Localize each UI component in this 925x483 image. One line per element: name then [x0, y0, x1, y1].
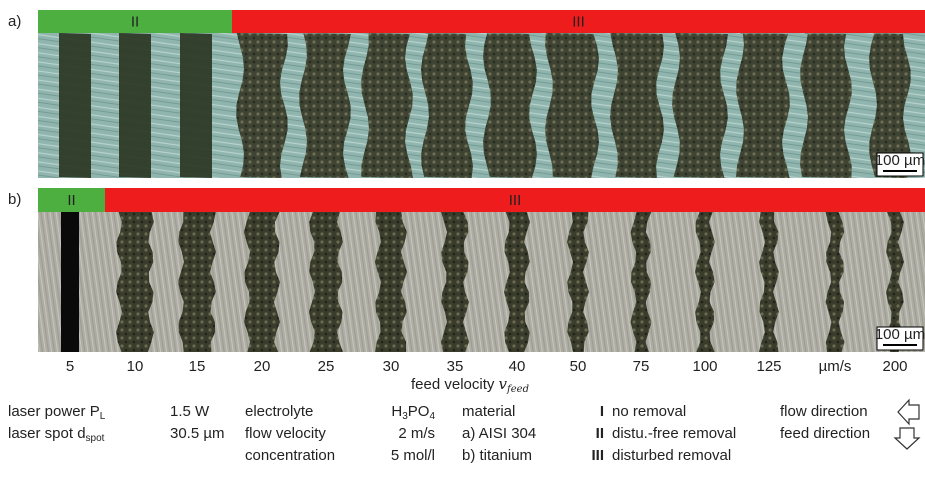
legend-name: electrolyte	[245, 403, 313, 420]
legend-name: laser spot dspot	[8, 425, 105, 444]
legend-material: material	[462, 403, 515, 420]
track	[441, 212, 469, 352]
regime-mark: III	[591, 447, 604, 464]
track	[695, 212, 715, 352]
track	[759, 212, 779, 352]
track	[61, 212, 79, 352]
track	[178, 212, 216, 352]
x-label: µm/s	[819, 358, 852, 375]
track	[375, 212, 407, 352]
legend-value: H3PO4	[391, 403, 435, 422]
micrograph-a	[38, 33, 925, 178]
x-label: 5	[66, 358, 74, 375]
track	[610, 33, 664, 178]
regime-label: II	[131, 13, 139, 30]
track	[869, 33, 911, 178]
text-segment: laser spot d	[8, 425, 86, 442]
text-segment: electrolyte	[245, 403, 313, 420]
x-label: 35	[447, 358, 464, 375]
legend-material: b) titanium	[462, 447, 532, 464]
panel-label: a)	[8, 13, 21, 30]
regime-mark: II	[596, 425, 604, 442]
track	[630, 212, 652, 352]
track	[299, 33, 351, 178]
x-label: 30	[383, 358, 400, 375]
text-segment: L	[100, 411, 106, 422]
x-label: 40	[509, 358, 526, 375]
text-segment: feed	[506, 384, 529, 395]
track	[309, 212, 343, 352]
x-title: feed velocity vfeed	[411, 375, 529, 395]
track	[800, 33, 852, 178]
track	[236, 33, 288, 178]
legend-name: laser power PL	[8, 403, 106, 422]
track	[504, 212, 530, 352]
track	[180, 33, 212, 178]
track	[119, 33, 151, 178]
x-label: 10	[127, 358, 144, 375]
legend-name: flow velocity	[245, 425, 326, 442]
x-label: 125	[756, 358, 781, 375]
regime-label: III	[509, 192, 522, 209]
regime-bar	[232, 10, 925, 33]
x-label: 25	[318, 358, 335, 375]
track	[59, 33, 91, 178]
regime-label: II	[67, 192, 75, 209]
scale-bar-label: 100 µm	[875, 326, 925, 343]
legend-value: 2 m/s	[398, 425, 435, 442]
text-segment: spot	[86, 433, 105, 444]
x-label: 50	[570, 358, 587, 375]
text-segment: flow velocity	[245, 425, 326, 442]
track	[483, 33, 537, 178]
regime-bar	[38, 10, 232, 33]
scale-bar-label: 100 µm	[875, 152, 925, 169]
regime-label: III	[572, 13, 585, 30]
micrograph-b	[38, 212, 925, 352]
text-segment: feed velocity	[411, 376, 499, 393]
regime-bar	[38, 188, 105, 212]
legend-material: a) AISI 304	[462, 425, 536, 442]
text-segment: 3	[402, 411, 408, 422]
x-label: 15	[189, 358, 206, 375]
regime-text: distu.-free removal	[612, 425, 736, 442]
track	[736, 33, 790, 178]
text-segment: 2 m/s	[398, 425, 435, 442]
track	[567, 212, 589, 352]
regime-text: no removal	[612, 403, 686, 420]
flow-arrow	[897, 398, 920, 426]
direction-label: feed direction	[780, 425, 870, 442]
feed-arrow	[893, 427, 921, 450]
regime-mark: I	[600, 403, 604, 420]
legend-value: 30.5 µm	[170, 425, 225, 442]
text-segment: 30.5 µm	[170, 425, 225, 442]
legend-value: 5 mol/l	[391, 447, 435, 464]
track	[545, 33, 599, 178]
text-segment: 4	[429, 411, 435, 422]
track	[886, 212, 904, 352]
text-segment: laser power P	[8, 403, 100, 420]
track	[244, 212, 280, 352]
text-segment: 1.5 W	[170, 403, 210, 420]
x-label: 75	[633, 358, 650, 375]
legend-value: 1.5 W	[170, 403, 210, 420]
regime-bar	[105, 188, 925, 212]
track	[361, 33, 413, 178]
legend-name: concentration	[245, 447, 335, 464]
text-segment: v	[499, 375, 508, 393]
panel-label: b)	[8, 191, 21, 208]
x-label: 20	[254, 358, 271, 375]
regime-text: disturbed removal	[612, 447, 731, 464]
track	[672, 33, 728, 178]
x-label: 100	[692, 358, 717, 375]
track	[825, 212, 845, 352]
track	[116, 212, 154, 352]
text-segment: H	[391, 403, 402, 420]
direction-label: flow direction	[780, 403, 868, 420]
track	[421, 33, 473, 178]
x-label: 200	[882, 358, 907, 375]
text-segment: PO	[408, 403, 430, 420]
text-segment: concentration	[245, 447, 335, 464]
text-segment: 5 mol/l	[391, 447, 435, 464]
